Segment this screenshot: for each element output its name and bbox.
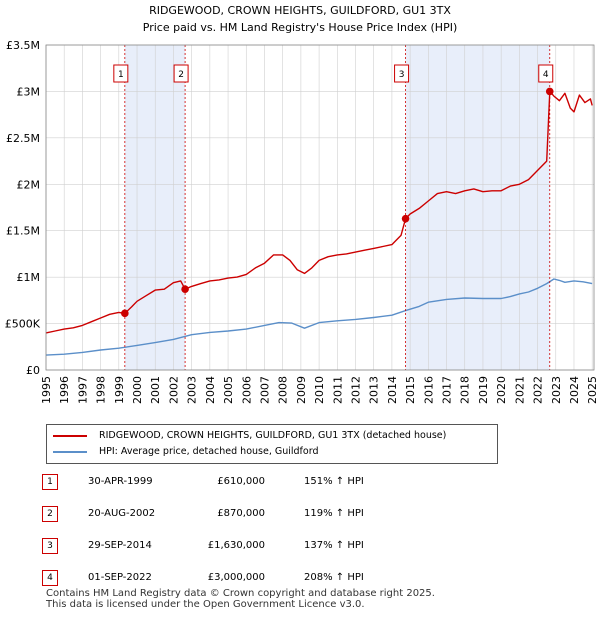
x-tick-label: 2002 xyxy=(167,376,180,404)
sale-marker-box xyxy=(538,64,554,83)
x-tick-label: 1999 xyxy=(113,376,126,404)
chart-title: RIDGEWOOD, CROWN HEIGHTS, GUILDFORD, GU1… xyxy=(149,4,451,17)
hpi-series-line xyxy=(45,278,593,356)
sale-price: £3,000,000 xyxy=(207,572,265,583)
sale-hpi-change: 137% ↑ HPI xyxy=(304,540,364,551)
sale-marker-label: 4 xyxy=(543,70,549,80)
legend-label-hpi: HPI: Average price, detached house, Guil… xyxy=(99,446,319,457)
x-tick-label: 2006 xyxy=(240,376,253,404)
x-tick-label: 2011 xyxy=(331,376,344,404)
sale-row: 3 29-SEP-2014 £1,630,000 137% ↑ HPI xyxy=(40,536,560,556)
sale-marker-label: 3 xyxy=(399,70,405,80)
y-tick-label: £1.5M xyxy=(6,225,40,238)
x-tick-label: 2024 xyxy=(568,376,581,404)
sale-row: 1 30-APR-1999 £610,000 151% ↑ HPI xyxy=(40,472,560,492)
x-tick-label: 2021 xyxy=(513,376,526,404)
sale-point xyxy=(401,214,410,223)
x-tick-label: 2020 xyxy=(495,376,508,404)
property-series-line xyxy=(45,90,593,334)
sale-price: £610,000 xyxy=(217,476,265,487)
legend-item-hpi: HPI: Average price, detached house, Guil… xyxy=(53,444,318,460)
y-tick-label: £0 xyxy=(26,364,40,377)
y-tick-label: £3M xyxy=(17,85,41,98)
x-tick-label: 2007 xyxy=(258,376,271,404)
sale-number: 4 xyxy=(42,570,58,586)
x-tick-label: 2016 xyxy=(422,376,435,404)
x-tick-label: 2010 xyxy=(313,376,326,404)
x-tick-label: 2025 xyxy=(586,376,599,404)
sale-point xyxy=(121,309,129,318)
sale-row: 4 01-SEP-2022 £3,000,000 208% ↑ HPI xyxy=(40,568,560,588)
sale-price: £870,000 xyxy=(217,508,265,519)
x-tick-label: 1995 xyxy=(40,376,53,404)
x-tick-label: 2015 xyxy=(404,376,417,404)
sale-marker-box xyxy=(173,64,189,83)
x-tick-label: 2022 xyxy=(532,376,545,404)
sale-point xyxy=(545,87,554,96)
x-tick-label: 2008 xyxy=(277,376,290,404)
legend-label-property: RIDGEWOOD, CROWN HEIGHTS, GUILDFORD, GU1… xyxy=(99,430,447,441)
y-tick-label: £2.5M xyxy=(6,132,40,145)
sale-date: 29-SEP-2014 xyxy=(88,540,152,551)
x-tick-label: 2014 xyxy=(386,376,399,404)
sale-hpi-change: 119% ↑ HPI xyxy=(304,508,364,519)
legend: RIDGEWOOD, CROWN HEIGHTS, GUILDFORD, GU1… xyxy=(46,424,498,464)
x-tick-label: 1996 xyxy=(58,376,71,404)
y-tick-label: £3.5M xyxy=(6,39,40,52)
sale-number: 3 xyxy=(42,538,58,554)
x-tick-label: 2003 xyxy=(186,376,199,404)
legend-item-property: RIDGEWOOD, CROWN HEIGHTS, GUILDFORD, GU1… xyxy=(53,428,446,444)
chart-subtitle: Price paid vs. HM Land Registry's House … xyxy=(143,21,458,34)
footer-licence: This data is licensed under the Open Gov… xyxy=(46,599,365,610)
sale-date: 30-APR-1999 xyxy=(88,476,153,487)
legend-swatch-property xyxy=(53,434,87,437)
footer: Contains HM Land Registry data © Crown c… xyxy=(46,588,435,610)
sale-marker-label: 2 xyxy=(178,70,184,80)
sale-date: 20-AUG-2002 xyxy=(88,508,156,519)
sale-hpi-change: 151% ↑ HPI xyxy=(304,476,364,487)
sale-row: 2 20-AUG-2002 £870,000 119% ↑ HPI xyxy=(40,504,560,524)
x-tick-label: 2005 xyxy=(222,376,235,404)
x-tick-label: 2009 xyxy=(295,376,308,404)
x-tick-label: 2018 xyxy=(459,376,472,404)
sale-date: 01-SEP-2022 xyxy=(88,572,152,583)
x-tick-label: 2013 xyxy=(368,376,381,404)
legend-swatch-hpi xyxy=(53,450,87,453)
x-tick-label: 2017 xyxy=(441,376,454,404)
x-tick-label: 2012 xyxy=(350,376,363,404)
x-tick-label: 2001 xyxy=(149,376,162,404)
sale-hpi-change: 208% ↑ HPI xyxy=(304,572,364,583)
footer-copyright: Contains HM Land Registry data © Crown c… xyxy=(46,588,435,599)
x-tick-label: 2004 xyxy=(204,376,217,404)
y-tick-label: £2M xyxy=(17,178,41,191)
sale-marker-label: 1 xyxy=(118,70,124,80)
sale-price: £1,630,000 xyxy=(207,540,265,551)
plot-frame xyxy=(45,44,595,371)
y-tick-label: £500K xyxy=(5,318,41,331)
sale-number: 1 xyxy=(42,474,58,490)
x-tick-label: 1998 xyxy=(95,376,108,404)
sale-marker-box xyxy=(113,64,129,83)
shaded-period xyxy=(405,45,550,370)
x-tick-label: 2023 xyxy=(550,376,563,404)
sale-marker-box xyxy=(394,64,410,83)
price-chart: RIDGEWOOD, CROWN HEIGHTS, GUILDFORD, GU1… xyxy=(5,4,599,404)
sale-number: 2 xyxy=(42,506,58,522)
y-tick-label: £1M xyxy=(17,271,41,284)
x-tick-label: 2019 xyxy=(477,376,490,404)
x-tick-label: 2000 xyxy=(131,376,144,404)
x-tick-label: 1997 xyxy=(76,376,89,404)
sale-point xyxy=(181,285,189,294)
